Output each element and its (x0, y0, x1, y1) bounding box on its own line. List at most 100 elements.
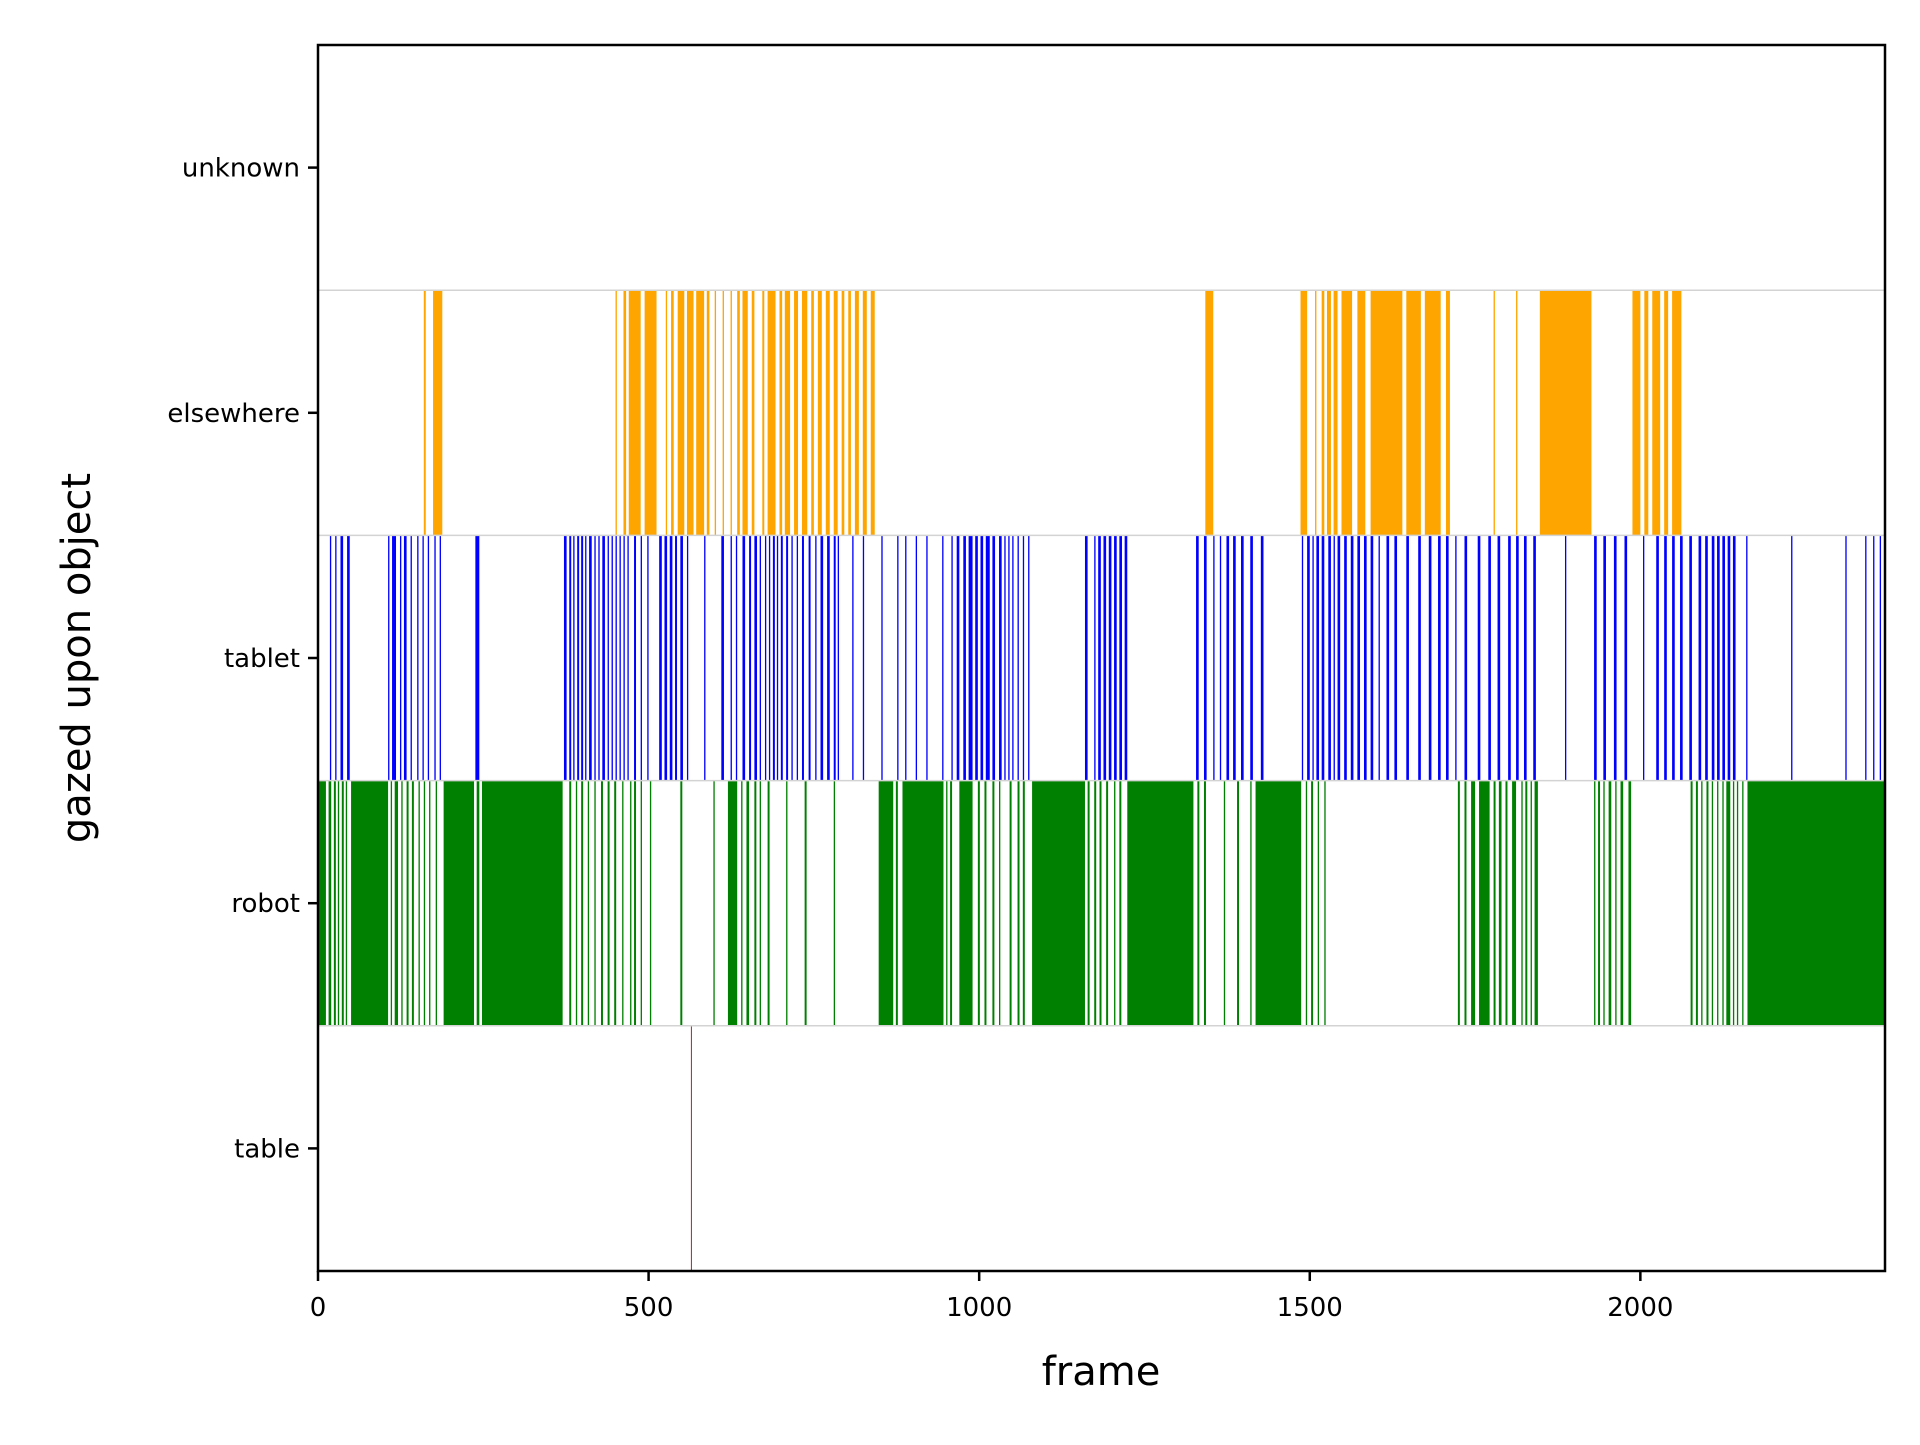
bar-robot (614, 780, 617, 1026)
bar-robot (1087, 780, 1090, 1026)
bar-robot (1608, 780, 1612, 1026)
bar-robot (1237, 780, 1240, 1026)
bar-tablet (669, 535, 673, 781)
bar-tablet (980, 535, 984, 781)
bar-robot (1512, 780, 1517, 1026)
bar-tablet (1722, 535, 1725, 781)
bar-elsewhere (1321, 290, 1325, 536)
bar-tablet (1406, 535, 1409, 781)
bar-tablet (627, 535, 629, 781)
bar-tablet (585, 535, 587, 781)
bar-tablet (340, 535, 344, 781)
bar-tablet (1680, 535, 1683, 781)
bar-elsewhere (1445, 290, 1450, 536)
bar-elsewhere (737, 290, 740, 536)
x-axis: 0 500 1000 1500 2000 (310, 1271, 1673, 1323)
bar-elsewhere (615, 290, 617, 536)
bar-tablet (897, 535, 899, 781)
bar-tablet (1337, 535, 1341, 781)
bar-robot (1317, 780, 1320, 1026)
bar-tablet (1203, 535, 1207, 781)
bar-robot (394, 780, 399, 1026)
x-tick-label: 1500 (1277, 1293, 1343, 1323)
x-tick-label: 1000 (946, 1293, 1012, 1323)
bar-tablet (1711, 535, 1715, 781)
bar-tablet (634, 535, 637, 781)
bar-tablet (399, 535, 402, 781)
bar-robot (1457, 780, 1460, 1026)
bar-elsewhere (628, 290, 641, 536)
bar-robot (1479, 780, 1490, 1026)
bar-elsewhere (1664, 290, 1669, 536)
bar-robot (328, 780, 332, 1026)
bar-tablet (1594, 535, 1597, 781)
bar-robot (984, 780, 987, 1026)
bar-elsewhere (784, 290, 791, 536)
bar-tablet (951, 535, 953, 781)
bar-robot (1706, 780, 1709, 1026)
bar-robot (411, 780, 414, 1026)
x-tick-label: 2000 (1607, 1293, 1673, 1323)
bar-robot (1690, 780, 1693, 1026)
y-tick-label-table: table (234, 1134, 300, 1164)
bar-tablet (772, 535, 775, 781)
bar-robot (1493, 780, 1496, 1026)
bar-elsewhere (623, 290, 627, 536)
bar-robot (581, 780, 584, 1026)
bar-robot (1127, 780, 1194, 1026)
bar-tablet (742, 535, 746, 781)
bar-elsewhere (817, 290, 822, 536)
bar-tablet (730, 535, 732, 781)
y-tick-label-tablet: tablet (224, 644, 300, 674)
bar-robot (1598, 780, 1601, 1026)
bar-tablet (759, 535, 761, 781)
bar-tablet (1017, 535, 1019, 781)
bar-robot (1255, 780, 1302, 1026)
bar-tablet (1196, 535, 1199, 781)
bar-tablet (780, 535, 783, 781)
bar-tablet (1028, 535, 1030, 781)
bar-robot (429, 780, 431, 1026)
bar-tablet (589, 535, 592, 781)
bar-elsewhere (1326, 290, 1331, 536)
bar-tablet (410, 535, 412, 781)
bar-tablet (1477, 535, 1481, 781)
bar-tablet (1879, 535, 1882, 781)
bar-robot (727, 780, 738, 1026)
bar-tablet (881, 535, 883, 781)
bar-tablet (837, 535, 840, 781)
bar-tablet (1438, 535, 1441, 781)
y-tick-label-unknown: unknown (182, 154, 300, 184)
bar-robot (1009, 780, 1012, 1026)
bar-elsewhere (811, 290, 814, 536)
bar-robot (1711, 780, 1714, 1026)
bar-tablet (1664, 535, 1667, 781)
x-tick-label: 0 (310, 1293, 327, 1323)
bar-robot (341, 780, 344, 1026)
bar-elsewhere (833, 290, 838, 536)
bar-robot (1620, 780, 1624, 1026)
bar-elsewhere (1205, 290, 1214, 536)
bar-robot (1464, 780, 1467, 1026)
bar-tablet (999, 535, 1002, 781)
bar-robot (1099, 780, 1102, 1026)
bar-tablet (1533, 535, 1536, 781)
bar-robot (401, 780, 403, 1026)
bar-robot (833, 780, 836, 1026)
bar-tablet (475, 535, 480, 781)
bar-tablet (1114, 535, 1117, 781)
bar-tablet (1791, 535, 1793, 781)
bar-robot (959, 780, 973, 1026)
bar-tablet (1226, 535, 1230, 781)
bar-robot (1534, 780, 1538, 1026)
bar-tablet (1004, 535, 1006, 781)
bar-tablet (1488, 535, 1491, 781)
x-tick-label: 500 (624, 1293, 674, 1323)
bar-robot (1521, 780, 1523, 1026)
bar-robot (977, 780, 980, 1026)
bar-tablet (1445, 535, 1449, 781)
bar-robot (1695, 780, 1698, 1026)
bar-robot (476, 780, 480, 1026)
bar-tablet (1624, 535, 1628, 781)
bar-elsewhere (1333, 290, 1338, 536)
